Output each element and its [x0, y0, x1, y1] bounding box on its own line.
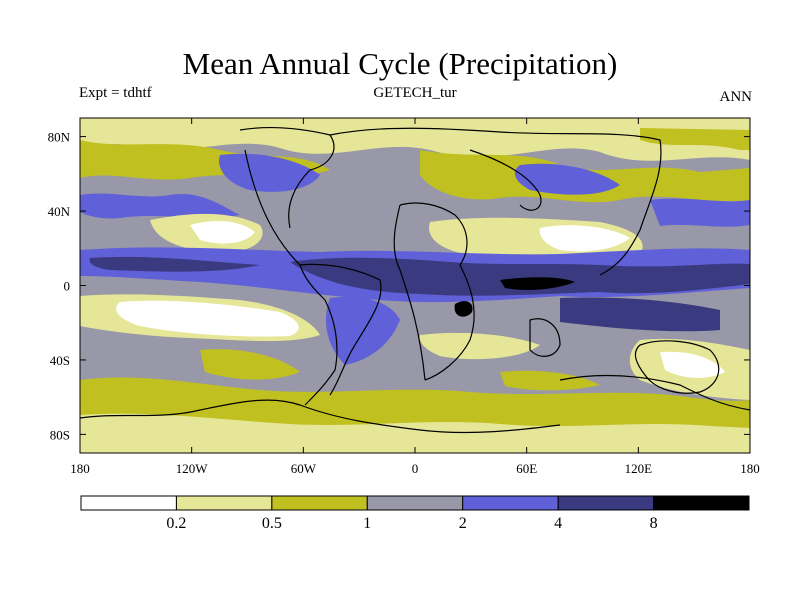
field-s-pacific-olive	[200, 349, 300, 380]
coast-antarctica-e	[559, 374, 750, 411]
field-asia-blue	[514, 163, 620, 195]
field-australia-white	[660, 351, 725, 378]
coast-south-america-w	[304, 299, 338, 406]
colorbar-swatch	[80, 495, 177, 511]
colorbar-label: 2	[459, 515, 467, 532]
coast-eurasia	[329, 127, 662, 276]
x-tick-label: 120W	[176, 461, 209, 476]
x-tick-label: 60W	[291, 461, 317, 476]
x-tick-label: 180	[740, 461, 760, 476]
colorbar-swatch	[175, 495, 273, 511]
dataset-label: GETECH_tur	[373, 85, 457, 101]
colorbar-label: 0.2	[166, 515, 186, 532]
field-s-indian-dry	[419, 332, 540, 360]
precipitation-field	[80, 118, 750, 453]
coast-africa-w	[393, 204, 426, 381]
field-southern-light	[80, 413, 750, 453]
field-itcz-pacific-dark	[89, 256, 260, 272]
field-pacific-blue-n	[80, 193, 240, 219]
coast-south-america-e	[299, 263, 382, 396]
experiment-label: Expt = tdhtf	[79, 85, 152, 101]
colorbar-label: 8	[650, 515, 658, 532]
colorbar-swatch	[366, 495, 464, 511]
field-north-olive-3	[640, 128, 750, 150]
colorbar-swatch	[653, 495, 750, 511]
y-tick-label: 40S	[50, 353, 70, 368]
field-se-pacific-white	[116, 300, 299, 337]
field-sahara-white	[539, 225, 630, 252]
coast-greenland-na	[239, 126, 335, 229]
colorbar-swatch	[557, 495, 655, 511]
coastlines	[80, 126, 750, 434]
x-tick-label: 0	[412, 461, 419, 476]
colorbar-label: 0.5	[262, 515, 282, 532]
field-africa-max	[454, 301, 473, 317]
x-tick-label: 180	[70, 461, 90, 476]
colorbar-swatch	[462, 495, 559, 511]
colorbar-label: 4	[554, 515, 562, 532]
y-axis: 80N 40N 0 40S 80S	[48, 130, 750, 442]
coast-madagascar	[529, 318, 561, 357]
coast-europe	[469, 149, 542, 211]
season-label: ANN	[719, 89, 753, 105]
field-npac-blue-e	[650, 198, 750, 227]
x-axis: 180 120W 60W 0 60E 120E 180	[70, 118, 760, 476]
colorbar-label: 1	[363, 515, 371, 532]
colorbar: 0.2 0.5 1 2 4 8	[80, 495, 750, 532]
field-spcz-dark	[560, 297, 720, 332]
y-tick-label: 0	[64, 279, 71, 294]
coast-australia	[634, 340, 720, 394]
colorbar-swatch	[271, 495, 368, 511]
y-tick-label: 80S	[50, 427, 70, 442]
field-ne-pacific-white	[190, 220, 255, 244]
chart-title: Mean Annual Cycle (Precipitation)	[182, 46, 618, 81]
coast-africa	[399, 202, 475, 381]
x-tick-label: 120E	[625, 461, 653, 476]
x-tick-label: 60E	[516, 461, 537, 476]
field-s-indian-olive	[500, 370, 600, 391]
coast-north-america	[244, 149, 326, 301]
y-tick-label: 80N	[48, 130, 71, 145]
field-indian-ocean-max	[500, 277, 575, 290]
field-atlantic-blue	[219, 153, 320, 192]
y-tick-label: 40N	[48, 204, 71, 219]
coast-antarctica-w	[80, 399, 561, 434]
